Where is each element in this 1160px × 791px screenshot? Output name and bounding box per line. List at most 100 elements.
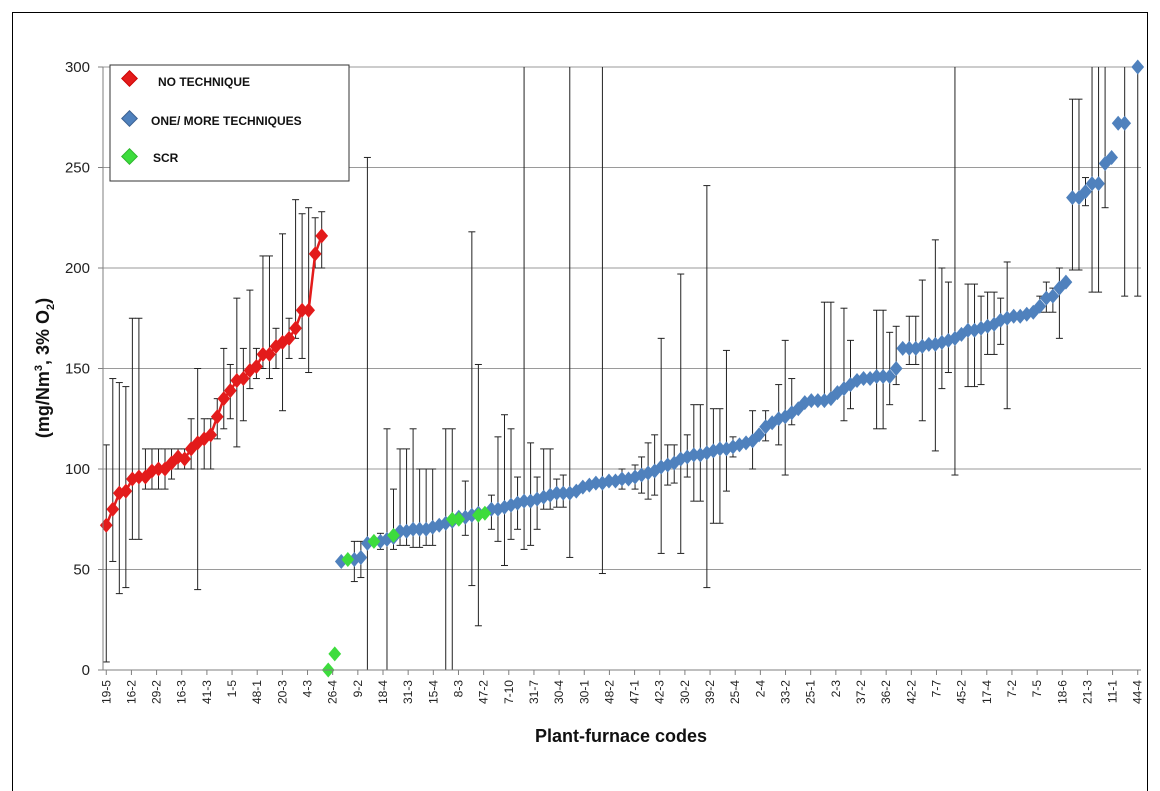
data-point-series-1: [713, 441, 727, 457]
x-tick-label: 16-2: [124, 680, 138, 704]
x-tick-label: 48-2: [602, 680, 616, 704]
x-tick-label: 7-7: [929, 680, 943, 698]
data-point-series-0: [236, 371, 250, 387]
data-point-series-0: [99, 517, 113, 533]
x-tick-label: 42-3: [653, 680, 667, 704]
x-tick-label: 7-10: [502, 680, 516, 704]
data-point-series-1: [1079, 184, 1092, 200]
y-axis-title: (mg/Nm3, 3% O2): [33, 298, 57, 438]
data-point-series-1: [922, 336, 936, 352]
data-point-series-0: [178, 451, 191, 467]
data-point-series-1: [1033, 298, 1047, 314]
data-point-series-1: [1111, 115, 1125, 131]
x-axis-ticks: 19-5 16-2 29-2 16-3 41-3 1-5 48-1 20-3 4-3 26-4 9-…: [99, 670, 1145, 704]
data-point-series-2: [478, 505, 492, 521]
x-tick-label: 47-2: [477, 680, 491, 704]
x-tick-label: 33-2: [779, 680, 793, 704]
data-point-series-0: [315, 228, 329, 244]
y-tick-label: 200: [65, 260, 90, 277]
data-point-series-0: [217, 391, 231, 407]
data-point-series-1: [1007, 308, 1021, 324]
data-point-series-1: [1085, 176, 1099, 192]
x-tick-label: 48-1: [250, 680, 264, 704]
x-tick-label: 25-1: [804, 680, 818, 704]
data-point-series-1: [876, 369, 890, 385]
legend-marker-one-more-techniques: [121, 110, 138, 127]
x-tick-label: 41-3: [200, 680, 214, 704]
x-tick-label: 30-1: [577, 680, 591, 704]
x-tick-label: 29-2: [150, 680, 164, 704]
x-tick-label: 15-4: [426, 680, 440, 704]
data-point-series-1: [870, 369, 883, 385]
data-point-series-1: [413, 521, 426, 537]
data-point-series-1: [517, 493, 531, 509]
data-point-series-1: [1131, 59, 1145, 75]
data-point-series-1: [550, 485, 564, 501]
data-point-series-0: [289, 320, 302, 336]
x-tick-label: 31-7: [527, 680, 541, 704]
x-tick-label: 31-3: [401, 680, 415, 704]
x-tick-label: 45-2: [955, 680, 969, 704]
axes: [98, 66, 1141, 671]
data-point-series-2: [452, 511, 466, 527]
data-point-series-1: [857, 371, 870, 387]
x-tick-label: 11-1: [1106, 680, 1120, 703]
data-point-series-1: [902, 340, 916, 356]
data-point-series-1: [896, 340, 910, 356]
legend-item-scr: SCR: [121, 148, 179, 165]
x-tick-label: 26-4: [326, 680, 340, 704]
data-point-series-0: [132, 469, 146, 485]
y-tick-label: 300: [65, 59, 90, 76]
x-tick-label: 7-2: [1005, 680, 1019, 698]
x-tick-label: 25-4: [728, 680, 742, 704]
legend-item-no-technique: NO TECHNIQUE: [121, 70, 250, 89]
data-point-series-2: [341, 551, 355, 567]
y-axis-ticks: 0 50 100 150 200 250 300: [65, 59, 90, 679]
data-point-series-0: [152, 461, 165, 477]
y-tick-label: 50: [73, 562, 90, 579]
x-tick-label: 8-3: [451, 680, 465, 698]
x-tick-label: 44-4: [1131, 680, 1145, 704]
data-point-series-0: [210, 409, 224, 425]
x-tick-label: 19-5: [99, 680, 113, 704]
data-point-series-1: [1066, 190, 1079, 206]
data-point-series-1: [1092, 176, 1105, 192]
x-tick-label: 4-3: [301, 680, 315, 698]
x-tick-label: 37-2: [854, 680, 868, 704]
x-tick-label: 16-3: [175, 680, 189, 704]
legend-label-one-more-techniques: ONE/ MORE TECHNIQUES: [151, 114, 302, 128]
x-tick-label: 30-2: [678, 680, 692, 704]
x-tick-label: 9-2: [351, 680, 365, 698]
data-points: [99, 59, 1145, 678]
data-point-series-1: [1118, 115, 1132, 131]
legend-label-no-technique: NO TECHNIQUE: [158, 75, 250, 89]
legend-label-scr: SCR: [153, 151, 179, 165]
x-axis-title: Plant-furnace codes: [535, 726, 707, 746]
x-tick-label: 39-2: [703, 680, 717, 704]
x-tick-label: 42-2: [904, 680, 918, 704]
x-tick-label: 36-2: [879, 680, 893, 704]
data-point-series-2: [387, 527, 400, 543]
x-tick-label: 30-4: [552, 680, 566, 704]
data-point-series-0: [295, 302, 309, 318]
data-point-series-1: [961, 322, 975, 338]
data-point-series-0: [256, 346, 270, 362]
x-tick-label: 2-4: [753, 680, 767, 698]
x-tick-label: 47-1: [628, 680, 642, 704]
data-point-series-2: [328, 646, 342, 662]
data-point-series-1: [406, 521, 420, 537]
data-point-series-1: [602, 473, 616, 489]
data-point-series-1: [804, 393, 818, 409]
data-point-series-0: [308, 246, 322, 262]
x-tick-label: 21-3: [1080, 680, 1094, 704]
data-point-series-1: [1105, 149, 1118, 165]
x-tick-label: 18-6: [1055, 680, 1069, 704]
y-tick-label: 250: [65, 160, 90, 177]
data-point-series-1: [589, 475, 603, 491]
x-tick-label: 7-5: [1030, 680, 1044, 698]
x-tick-label: 18-4: [376, 680, 390, 704]
data-point-series-1: [556, 485, 570, 501]
data-point-series-2: [445, 511, 459, 527]
data-point-series-1: [687, 447, 701, 463]
